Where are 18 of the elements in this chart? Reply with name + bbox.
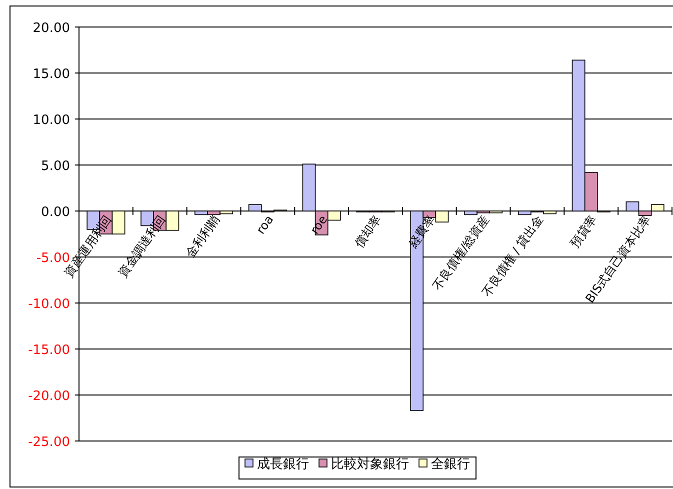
y-tick-label: -5.00 [36, 251, 70, 266]
legend-label: 比較対象銀行 [331, 456, 409, 472]
legend-label: 成長銀行 [257, 457, 309, 472]
x-tick-label: 金利利鞘 [183, 212, 222, 260]
x-tick-label: 預貸率 [567, 212, 600, 250]
x-tick-label: roe [307, 212, 330, 237]
y-tick-label: 5.00 [41, 159, 70, 174]
y-tick-label: -25.00 [28, 435, 70, 450]
y-tick-label: 15.00 [32, 67, 70, 82]
y-tick-label: -10.00 [28, 297, 70, 312]
y-tick-label: -15.00 [28, 343, 70, 358]
y-tick-label: 10.00 [32, 113, 70, 128]
y-tick-label: 20.00 [32, 21, 70, 36]
x-tick-label: roa [254, 212, 276, 237]
y-tick-label: 0.00 [41, 205, 70, 220]
legend-label: 全銀行 [431, 457, 470, 472]
x-tick-label: 償却率 [352, 212, 384, 250]
y-tick-label: -20.00 [28, 389, 70, 404]
